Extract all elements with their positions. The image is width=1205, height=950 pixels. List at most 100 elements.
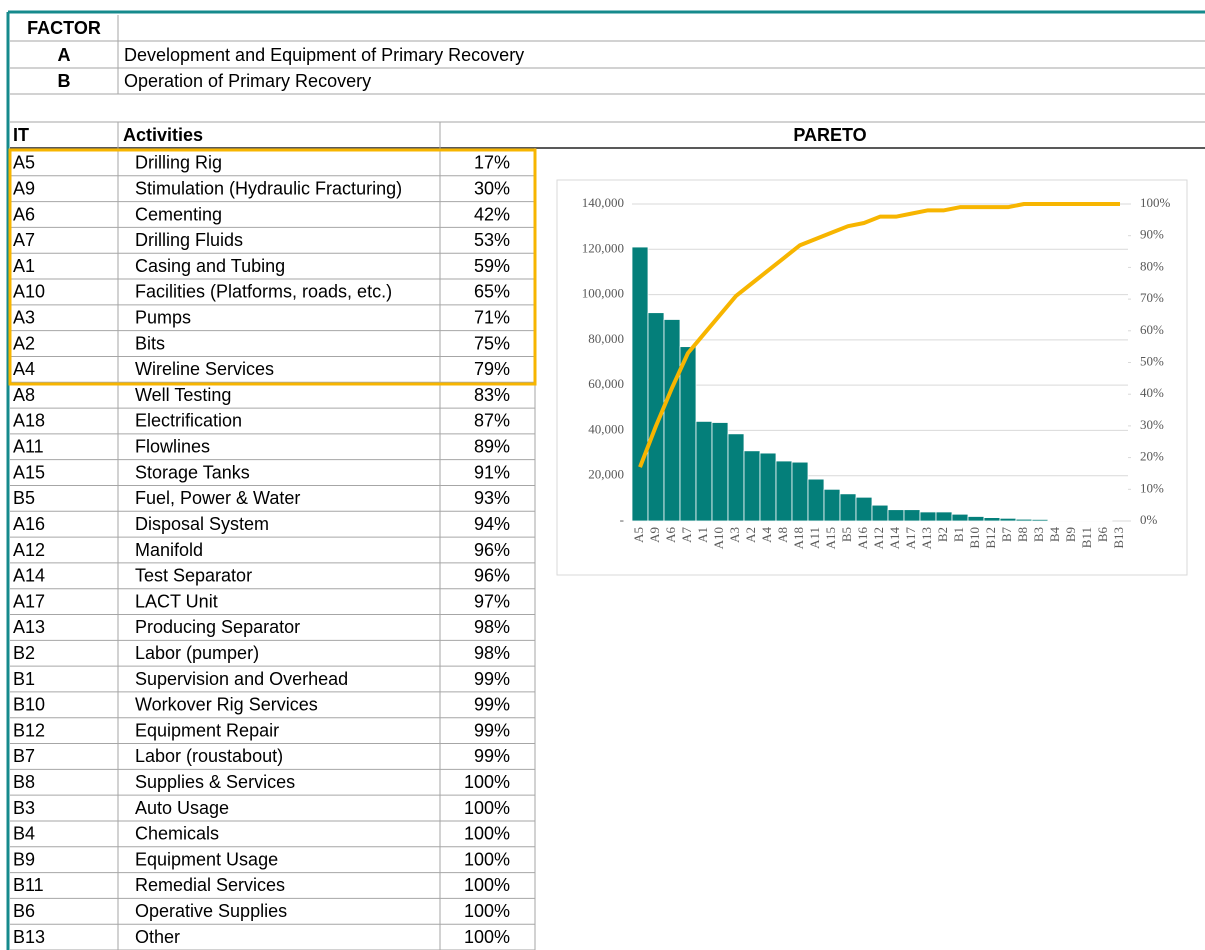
cell-it: A3 [13, 307, 35, 327]
cell-it: A13 [13, 617, 45, 637]
cell-percent: 98% [474, 643, 510, 663]
cell-activity: Facilities (Platforms, roads, etc.) [135, 282, 392, 302]
bar [695, 420, 713, 522]
cell-percent: 17% [474, 153, 510, 173]
cell-percent: 93% [474, 488, 510, 508]
cell-activity: Flowlines [135, 437, 210, 457]
column-header: PARETO [793, 125, 866, 145]
cell-percent: 100% [464, 849, 510, 869]
cell-activity: Remedial Services [135, 875, 285, 895]
cell-it: B8 [13, 772, 35, 792]
cell-it: B9 [13, 849, 35, 869]
cell-it: A1 [13, 256, 35, 276]
cell-percent: 100% [464, 927, 510, 947]
x-tick-label: B2 [935, 527, 950, 542]
bar [983, 517, 1001, 522]
cell-it: A17 [13, 591, 45, 611]
cell-activity: Drilling Fluids [135, 230, 243, 250]
bar [839, 493, 857, 522]
cell-percent: 79% [474, 359, 510, 379]
x-tick-label: B5 [839, 527, 854, 542]
cell-activity: Equipment Usage [135, 849, 278, 869]
cell-activity: Workover Rig Services [135, 695, 318, 715]
x-tick-label: A1 [695, 527, 710, 543]
cell-it: B13 [13, 927, 45, 947]
x-tick-label: B7 [999, 527, 1014, 543]
cell-percent: 83% [474, 385, 510, 405]
y2-tick-label: 20% [1140, 449, 1164, 464]
x-tick-label: B12 [983, 527, 998, 549]
cell-activity: Electrification [135, 411, 242, 431]
cell-percent: 53% [474, 230, 510, 250]
x-tick-label: A14 [887, 527, 902, 550]
cell-percent: 100% [464, 875, 510, 895]
cell-activity: Storage Tanks [135, 462, 250, 482]
cell-percent: 97% [474, 591, 510, 611]
x-tick-label: A5 [631, 527, 646, 543]
cell-it: A2 [13, 333, 35, 353]
y2-tick-label: 100% [1140, 195, 1171, 210]
cell-percent: 75% [474, 333, 510, 353]
factor-label: Operation of Primary Recovery [124, 71, 371, 91]
bar [743, 450, 761, 522]
cell-activity: Manifold [135, 540, 203, 560]
cell-percent: 100% [464, 772, 510, 792]
cell-activity: Bits [135, 333, 165, 353]
bar [919, 511, 937, 522]
x-tick-label: B13 [1111, 527, 1126, 549]
cell-percent: 99% [474, 695, 510, 715]
bar [711, 422, 729, 522]
y2-tick-label: 50% [1140, 353, 1164, 368]
y2-tick-label: 80% [1140, 258, 1164, 273]
x-tick-label: A7 [679, 527, 694, 543]
x-tick-label: B11 [1079, 527, 1094, 548]
x-tick-label: B1 [951, 527, 966, 542]
y2-tick-label: 60% [1140, 322, 1164, 337]
cell-percent: 59% [474, 256, 510, 276]
bar [775, 460, 793, 522]
bar [935, 511, 953, 522]
y-tick-label: 40,000 [588, 421, 624, 436]
x-tick-label: A10 [711, 527, 726, 549]
cell-percent: 99% [474, 746, 510, 766]
y2-tick-label: 10% [1140, 480, 1164, 495]
x-tick-label: B8 [1015, 527, 1030, 542]
cell-it: B2 [13, 643, 35, 663]
bar [871, 504, 889, 522]
cell-percent: 42% [474, 204, 510, 224]
x-tick-label: A4 [759, 527, 774, 543]
x-tick-label: B3 [1031, 527, 1046, 542]
bar [823, 488, 841, 522]
cell-it: A15 [13, 462, 45, 482]
cell-it: B1 [13, 669, 35, 689]
column-header: Activities [123, 125, 203, 145]
cell-activity: Pumps [135, 307, 191, 327]
cell-activity: Auto Usage [135, 798, 229, 818]
cell-activity: Chemicals [135, 824, 219, 844]
x-tick-label: A13 [919, 527, 934, 549]
y2-tick-label: 70% [1140, 290, 1164, 305]
cell-percent: 99% [474, 720, 510, 740]
y-tick-label: 20,000 [588, 467, 624, 482]
highlight-box [8, 148, 537, 386]
cell-percent: 30% [474, 178, 510, 198]
bar [759, 452, 777, 522]
cell-activity: Disposal System [135, 514, 269, 534]
cumulative-line [638, 202, 1120, 468]
bar [855, 496, 873, 522]
y2-tick-label: 40% [1140, 385, 1164, 400]
cell-percent: 100% [464, 901, 510, 921]
bar [1047, 519, 1065, 522]
cell-percent: 94% [474, 514, 510, 534]
y2-tick-label: 0% [1140, 512, 1158, 527]
cell-activity: Supervision and Overhead [135, 669, 348, 689]
x-tick-label: A8 [775, 527, 790, 543]
y-tick-label: 140,000 [582, 195, 624, 210]
x-tick-label: B6 [1095, 527, 1110, 543]
bar [1031, 519, 1049, 522]
cell-it: B4 [13, 824, 35, 844]
cell-percent: 65% [474, 282, 510, 302]
cell-activity: Wireline Services [135, 359, 274, 379]
bar [663, 319, 681, 522]
bar [807, 478, 825, 522]
